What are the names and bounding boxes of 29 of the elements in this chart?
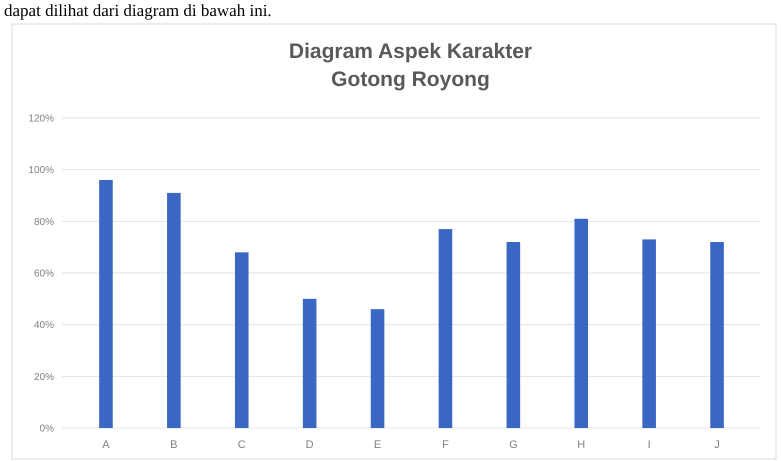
bar (302, 298, 316, 428)
bar (574, 218, 588, 428)
bar (167, 192, 181, 428)
y-tick-label: 100% (28, 165, 54, 176)
bar (642, 239, 656, 428)
bar (234, 252, 249, 428)
y-tick-label: 120% (28, 114, 54, 124)
x-tick-label: J (714, 439, 720, 451)
bar (506, 242, 520, 428)
x-tick-label: H (577, 439, 586, 451)
bar (438, 229, 452, 428)
x-tick-label: A (102, 439, 110, 451)
bar (710, 242, 724, 428)
text: dapat dilihat dari diagram di bawah ini. (4, 1, 272, 20)
x-tick-label: E (374, 439, 382, 451)
y-tick-label: 80% (34, 216, 54, 228)
y-tick-label: 40% (34, 320, 54, 332)
x-tick-label: B (170, 439, 178, 451)
x-tick-label: I (648, 439, 651, 451)
y-tick-label: 0% (40, 424, 54, 434)
y-tick-label: 60% (34, 268, 54, 280)
x-tick-label: F (442, 439, 450, 451)
y-tick-label: 20% (34, 372, 54, 383)
x-tick-label: D (306, 439, 314, 451)
chart-title: Diagram Aspek Karakter Gotong Royong (288, 40, 532, 91)
bar (99, 180, 113, 428)
x-tick-label: G (509, 439, 518, 451)
bar (370, 309, 384, 428)
x-tick-label: C (238, 439, 246, 451)
